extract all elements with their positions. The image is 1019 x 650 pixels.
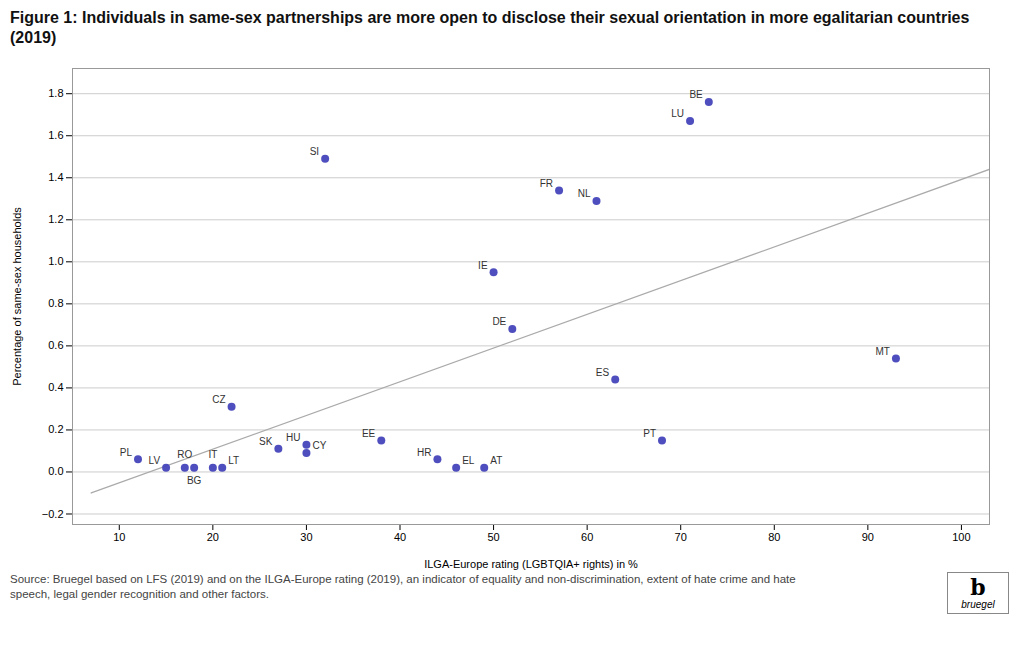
svg-text:MT: MT [875,346,889,357]
svg-text:HR: HR [417,447,431,458]
svg-text:10: 10 [113,531,125,543]
svg-text:0.2: 0.2 [48,423,63,435]
svg-text:RO: RO [177,449,192,460]
svg-text:BG: BG [187,475,202,486]
svg-text:0.0: 0.0 [48,465,63,477]
svg-text:SI: SI [310,146,319,157]
svg-text:LV: LV [149,455,161,466]
svg-text:FR: FR [540,178,553,189]
svg-text:30: 30 [300,531,312,543]
svg-text:40: 40 [394,531,406,543]
svg-text:CY: CY [312,440,326,451]
svg-text:1.4: 1.4 [48,171,63,183]
svg-text:0.4: 0.4 [48,381,63,393]
svg-text:IE: IE [478,260,488,271]
svg-text:BE: BE [689,89,703,100]
svg-text:ES: ES [596,367,610,378]
html-text:Figure 1: Individuals in same-: Figure 1: Individuals in same-sex partne… [10,9,970,46]
svg-text:1.0: 1.0 [48,255,63,267]
svg-text:IT: IT [208,449,217,460]
html-text:Source: Bruegel based on LFS (: Source: Bruegel based on LFS (2019) and … [10,573,796,600]
svg-text:SK: SK [259,436,273,447]
svg-text:NL: NL [578,188,591,199]
svg-text:PT: PT [643,428,656,439]
svg-text:20: 20 [207,531,219,543]
svg-text:60: 60 [581,531,593,543]
svg-text:1.6: 1.6 [48,129,63,141]
svg-text:Percentage of same-sex househo: Percentage of same-sex households [11,207,23,386]
svg-text:50: 50 [487,531,499,543]
svg-text:EE: EE [362,428,376,439]
html-text:bruegel: bruegel [961,599,995,610]
svg-text:1.2: 1.2 [48,213,63,225]
svg-text:100: 100 [952,531,970,543]
svg-text:EL: EL [462,455,475,466]
svg-text:LU: LU [671,108,684,119]
svg-text:0.6: 0.6 [48,339,63,351]
html-text:b: b [970,574,986,600]
svg-text:90: 90 [862,531,874,543]
svg-text:CZ: CZ [212,394,225,405]
svg-text:PL: PL [120,447,133,458]
svg-text:80: 80 [768,531,780,543]
svg-text:1.8: 1.8 [48,87,63,99]
svg-text:LT: LT [228,455,239,466]
svg-text:0.8: 0.8 [48,297,63,309]
svg-text:AT: AT [490,455,502,466]
svg-text:HU: HU [286,432,300,443]
svg-text:70: 70 [675,531,687,543]
svg-text:DE: DE [492,316,506,327]
svg-text:ILGA-Europe rating (LGBTQIA+ r: ILGA-Europe rating (LGBTQIA+ rights) in … [424,558,638,570]
svg-text:−0.2: −0.2 [42,508,64,520]
